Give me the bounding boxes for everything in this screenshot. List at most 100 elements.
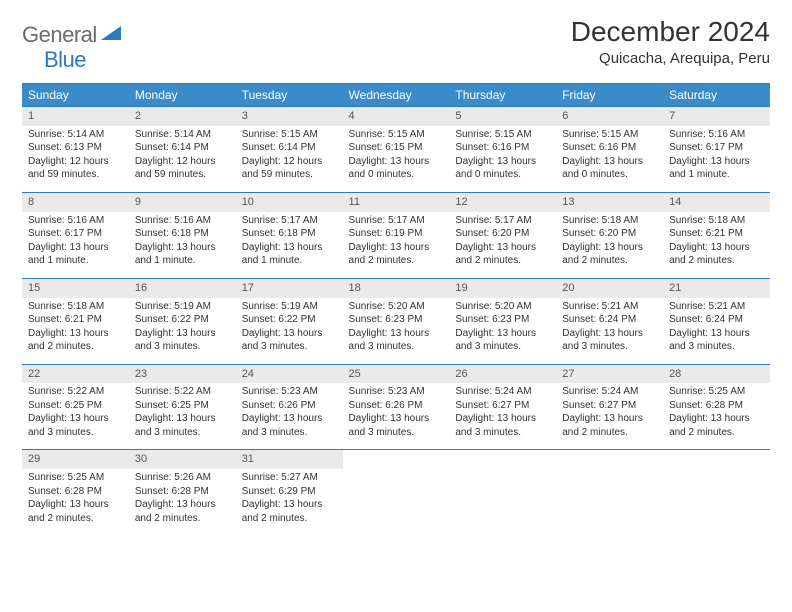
sunset-text: Sunset: 6:22 PM — [135, 313, 230, 327]
daylight-text: Daylight: 13 hours and 2 minutes. — [669, 241, 764, 268]
sunset-text: Sunset: 6:22 PM — [242, 313, 337, 327]
sunset-text: Sunset: 6:27 PM — [455, 399, 550, 413]
sunrise-text: Sunrise: 5:25 AM — [669, 385, 764, 399]
daylight-text: Daylight: 13 hours and 0 minutes. — [455, 155, 550, 182]
day-detail-cell: Sunrise: 5:19 AMSunset: 6:22 PMDaylight:… — [236, 298, 343, 365]
day-number-cell — [449, 450, 556, 469]
day-number-cell: 18 — [343, 278, 450, 297]
day-number-cell: 28 — [663, 364, 770, 383]
sunset-text: Sunset: 6:13 PM — [28, 141, 123, 155]
day-number-cell: 1 — [22, 107, 129, 126]
day-detail-cell: Sunrise: 5:25 AMSunset: 6:28 PMDaylight:… — [22, 469, 129, 535]
daylight-text: Daylight: 13 hours and 3 minutes. — [242, 327, 337, 354]
daylight-text: Daylight: 13 hours and 0 minutes. — [562, 155, 657, 182]
sunrise-text: Sunrise: 5:14 AM — [135, 128, 230, 142]
day-number-cell: 5 — [449, 107, 556, 126]
daylight-text: Daylight: 13 hours and 3 minutes. — [28, 412, 123, 439]
day-detail-cell — [663, 469, 770, 535]
day-detail-cell: Sunrise: 5:18 AMSunset: 6:21 PMDaylight:… — [663, 212, 770, 279]
day-detail-cell: Sunrise: 5:20 AMSunset: 6:23 PMDaylight:… — [343, 298, 450, 365]
daylight-text: Daylight: 13 hours and 2 minutes. — [455, 241, 550, 268]
sunset-text: Sunset: 6:16 PM — [562, 141, 657, 155]
sunset-text: Sunset: 6:26 PM — [242, 399, 337, 413]
day-number-cell: 20 — [556, 278, 663, 297]
day-detail-cell — [556, 469, 663, 535]
sunrise-text: Sunrise: 5:27 AM — [242, 471, 337, 485]
sunrise-text: Sunrise: 5:20 AM — [349, 300, 444, 314]
day-header: Tuesday — [236, 84, 343, 107]
day-number-cell: 31 — [236, 450, 343, 469]
daylight-text: Daylight: 13 hours and 2 minutes. — [562, 241, 657, 268]
day-detail-cell: Sunrise: 5:14 AMSunset: 6:13 PMDaylight:… — [22, 126, 129, 193]
sunrise-text: Sunrise: 5:18 AM — [669, 214, 764, 228]
day-number-cell: 26 — [449, 364, 556, 383]
sunset-text: Sunset: 6:24 PM — [669, 313, 764, 327]
sunrise-text: Sunrise: 5:15 AM — [349, 128, 444, 142]
daynum-row: 1234567 — [22, 107, 770, 126]
daylight-text: Daylight: 13 hours and 2 minutes. — [135, 498, 230, 525]
sunrise-text: Sunrise: 5:25 AM — [28, 471, 123, 485]
sunset-text: Sunset: 6:27 PM — [562, 399, 657, 413]
sunset-text: Sunset: 6:28 PM — [135, 485, 230, 499]
sunrise-text: Sunrise: 5:23 AM — [349, 385, 444, 399]
sunrise-text: Sunrise: 5:18 AM — [28, 300, 123, 314]
day-detail-cell: Sunrise: 5:23 AMSunset: 6:26 PMDaylight:… — [343, 383, 450, 450]
day-detail-cell: Sunrise: 5:14 AMSunset: 6:14 PMDaylight:… — [129, 126, 236, 193]
sunset-text: Sunset: 6:18 PM — [135, 227, 230, 241]
day-detail-cell — [449, 469, 556, 535]
sunset-text: Sunset: 6:26 PM — [349, 399, 444, 413]
daylight-text: Daylight: 13 hours and 3 minutes. — [562, 327, 657, 354]
daylight-text: Daylight: 13 hours and 3 minutes. — [455, 327, 550, 354]
sunset-text: Sunset: 6:20 PM — [562, 227, 657, 241]
daylight-text: Daylight: 13 hours and 2 minutes. — [562, 412, 657, 439]
daynum-row: 22232425262728 — [22, 364, 770, 383]
day-detail-cell: Sunrise: 5:18 AMSunset: 6:20 PMDaylight:… — [556, 212, 663, 279]
sunset-text: Sunset: 6:20 PM — [455, 227, 550, 241]
sunset-text: Sunset: 6:17 PM — [669, 141, 764, 155]
day-detail-cell: Sunrise: 5:15 AMSunset: 6:16 PMDaylight:… — [449, 126, 556, 193]
day-number-cell: 22 — [22, 364, 129, 383]
daylight-text: Daylight: 13 hours and 1 minute. — [135, 241, 230, 268]
sunrise-text: Sunrise: 5:22 AM — [135, 385, 230, 399]
daylight-text: Daylight: 12 hours and 59 minutes. — [242, 155, 337, 182]
day-number-cell: 30 — [129, 450, 236, 469]
day-detail-cell: Sunrise: 5:18 AMSunset: 6:21 PMDaylight:… — [22, 298, 129, 365]
day-header: Thursday — [449, 84, 556, 107]
sunrise-text: Sunrise: 5:24 AM — [562, 385, 657, 399]
daynum-row: 891011121314 — [22, 192, 770, 211]
day-number-cell: 9 — [129, 192, 236, 211]
daynum-row: 293031 — [22, 450, 770, 469]
day-number-cell: 25 — [343, 364, 450, 383]
sunrise-text: Sunrise: 5:18 AM — [562, 214, 657, 228]
day-detail-cell: Sunrise: 5:15 AMSunset: 6:16 PMDaylight:… — [556, 126, 663, 193]
day-detail-cell: Sunrise: 5:22 AMSunset: 6:25 PMDaylight:… — [22, 383, 129, 450]
day-detail-cell: Sunrise: 5:17 AMSunset: 6:20 PMDaylight:… — [449, 212, 556, 279]
detail-row: Sunrise: 5:18 AMSunset: 6:21 PM Daylight:… — [22, 298, 770, 365]
sunset-text: Sunset: 6:17 PM — [28, 227, 123, 241]
daylight-text: Daylight: 13 hours and 3 minutes. — [349, 412, 444, 439]
sunset-text: Sunset: 6:16 PM — [455, 141, 550, 155]
detail-row: Sunrise: 5:25 AMSunset: 6:28 PMDaylight:… — [22, 469, 770, 535]
logo: General — [22, 16, 123, 48]
detail-row: Sunrise: 5:14 AMSunset: 6:13 PMDaylight:… — [22, 126, 770, 193]
day-number-cell: 17 — [236, 278, 343, 297]
logo-text-general: General — [22, 22, 97, 48]
day-detail-cell: Sunrise: 5:17 AMSunset: 6:18 PMDaylight:… — [236, 212, 343, 279]
day-number-cell: 23 — [129, 364, 236, 383]
day-number-cell: 8 — [22, 192, 129, 211]
daylight-text: Daylight: 13 hours and 2 minutes. — [242, 498, 337, 525]
sunset-text: Sunset: 6:19 PM — [349, 227, 444, 241]
daylight-text: Daylight: 13 hours and 1 minute. — [242, 241, 337, 268]
day-number-cell: 29 — [22, 450, 129, 469]
detail-row: Sunrise: 5:22 AMSunset: 6:25 PMDaylight:… — [22, 383, 770, 450]
daylight-text: Daylight: 13 hours and 0 minutes. — [349, 155, 444, 182]
day-number-cell — [343, 450, 450, 469]
daylight-text: Daylight: 13 hours and 2 minutes. — [669, 412, 764, 439]
daylight-text: Daylight: 13 hours and 3 minutes. — [669, 327, 764, 354]
day-detail-cell — [343, 469, 450, 535]
sunset-text: Sunset: 6:14 PM — [135, 141, 230, 155]
sunrise-text: Sunrise: 5:14 AM — [28, 128, 123, 142]
sunset-text: Sunset: 6:21 PM — [28, 313, 123, 327]
sunrise-text: Sunrise: 5:26 AM — [135, 471, 230, 485]
day-number-cell: 10 — [236, 192, 343, 211]
